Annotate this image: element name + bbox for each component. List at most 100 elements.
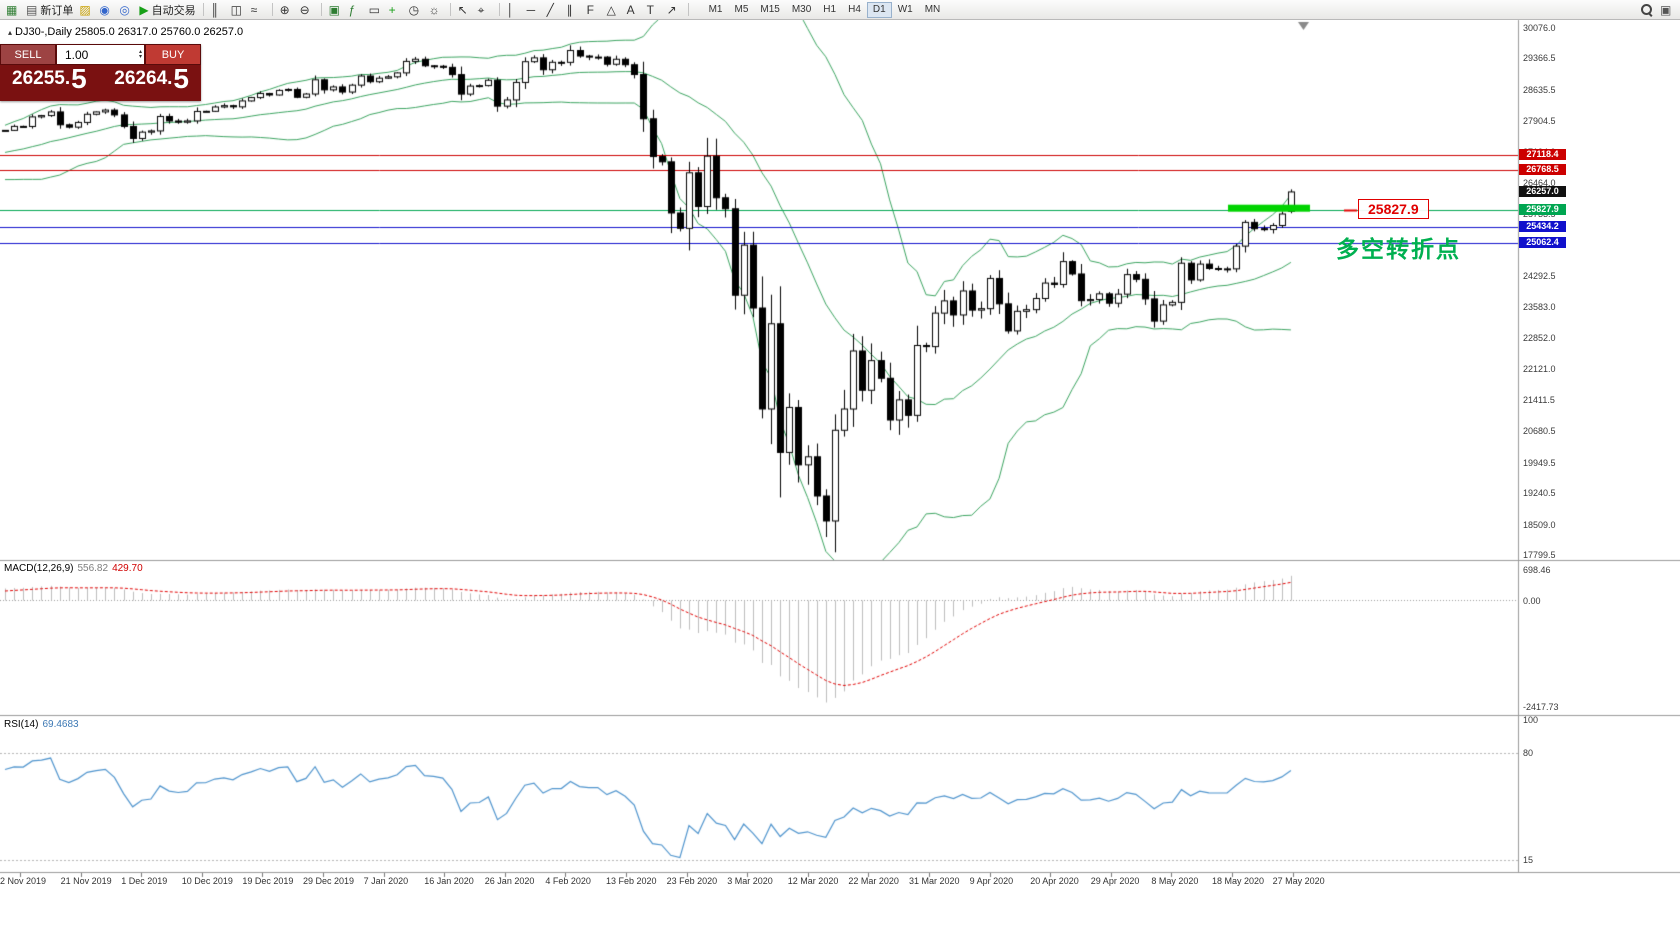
cursor-button[interactable]: ↖ — [455, 1, 475, 19]
candlestick-chart-button[interactable]: ◫ — [228, 1, 248, 19]
timeframe-m1-button[interactable]: M1 — [703, 2, 729, 18]
timeframe-m30-button[interactable]: M30 — [786, 2, 817, 18]
shapes-icon: △ — [606, 2, 616, 17]
timeframe-mn-button[interactable]: MN — [919, 2, 947, 18]
horizontal-line-icon: ─ — [526, 2, 536, 17]
new-order-icon: ▤ — [26, 2, 38, 17]
data-window-icon: ▭ — [368, 2, 380, 17]
autotrading-icon: ▶ — [139, 2, 149, 17]
chart-title-text: DJ30-,Daily 25805.0 26317.0 25760.0 2625… — [15, 26, 244, 38]
volume-spinner[interactable]: ▴ ▾ — [138, 48, 142, 60]
toolbar-separator — [271, 3, 273, 16]
volume-field[interactable]: 1.00 ▴ ▾ — [56, 44, 145, 65]
toolbar-separator — [320, 3, 322, 16]
chart-title: ▴ DJ30-,Daily 25805.0 26317.0 25760.0 262… — [8, 26, 243, 38]
period-clock-icon: ◷ — [408, 2, 420, 17]
text-label-icon: T — [646, 2, 654, 17]
timeframe-h4-button[interactable]: H4 — [842, 2, 867, 18]
trendline-button[interactable]: ╱ — [544, 1, 564, 19]
sell-price-main: 26255. — [12, 68, 71, 89]
zoom-in-button[interactable]: ⊕ — [277, 1, 297, 19]
profile-icon: ◉ — [99, 2, 110, 17]
buy-button[interactable]: BUY — [145, 44, 201, 65]
chart-properties-button[interactable]: ☼ — [426, 1, 446, 19]
fibonacci-icon: F — [586, 2, 594, 17]
sell-price: 26255. 5 — [12, 63, 87, 94]
profile-button[interactable]: ◉ — [96, 1, 116, 19]
add-indicator-button[interactable]: + — [386, 1, 406, 19]
chart-properties-icon: ☼ — [428, 2, 440, 17]
toolbar-separator — [449, 3, 451, 16]
crosshair-icon: ⌖ — [477, 2, 485, 17]
fibonacci-button[interactable]: F — [584, 1, 604, 19]
history-center-button[interactable]: ▨ — [76, 1, 96, 19]
autotrading-button[interactable]: ▶ 自动交易 — [136, 1, 198, 19]
trade-buttons-row: SELL 1.00 ▴ ▾ BUY — [0, 44, 201, 65]
timeframe-m5-button[interactable]: M5 — [728, 2, 754, 18]
chart-windows-button[interactable]: ▣ — [1657, 1, 1677, 19]
zoom-out-icon: ⊖ — [299, 2, 310, 17]
support-price-annotation[interactable]: 25827.9 — [1358, 199, 1429, 219]
text-icon: A — [626, 2, 635, 17]
sell-button[interactable]: SELL — [0, 44, 56, 65]
equidistant-channel-icon: ∥ — [566, 2, 573, 17]
text-label-button[interactable]: T — [644, 1, 664, 19]
toolbar-separator — [498, 3, 500, 16]
zoom-in-icon: ⊕ — [279, 2, 290, 17]
spin-up-icon[interactable]: ▴ — [138, 48, 142, 55]
indicators-icon: ƒ — [348, 2, 356, 17]
toolbar-separator — [202, 3, 204, 16]
autotrading-label: 自动交易 — [151, 4, 196, 17]
turning-point-annotation[interactable]: 多空转折点 — [1336, 236, 1461, 262]
new-order-label: 新订单 — [40, 4, 74, 17]
line-chart-button[interactable]: ≈ — [248, 1, 268, 19]
equidistant-channel-button[interactable]: ∥ — [564, 1, 584, 19]
horizontal-line-button[interactable]: ─ — [524, 1, 544, 19]
one-click-trading-panel: SELL 1.00 ▴ ▾ BUY 26255. 5 26264. 5 — [0, 44, 201, 101]
crosshair-button[interactable]: ⌖ — [475, 1, 495, 19]
new-chart-button[interactable]: ▦ — [3, 1, 23, 19]
text-button[interactable]: A — [624, 1, 644, 19]
zoom-out-button[interactable]: ⊖ — [297, 1, 317, 19]
symbol-marker-icon: ▴ — [8, 28, 13, 37]
new-chart-icon: ▦ — [6, 2, 18, 17]
timeframe-d1-button[interactable]: D1 — [866, 1, 892, 18]
macd-main-value: 556.82 — [77, 563, 109, 574]
info-icon: ◎ — [119, 2, 130, 17]
add-indicator-icon: + — [388, 2, 396, 17]
buy-price-main: 26264. — [114, 68, 173, 89]
arrows-button[interactable]: ↗ — [664, 1, 684, 19]
macd-signal-value: 429.70 — [112, 563, 143, 574]
main-toolbar: ▦ ▤ 新订单 ▨ ◉ ◎ ▶ 自动交易 ║ ◫ ≈ ⊕ ⊖ ▣ ƒ ▭ + ◷ ☼ ↖ ⌖ │ ─ ╱ ∥ F △ A T ↗ M1 M5… — [0, 0, 1680, 20]
support-price-text: 25827.9 — [1368, 201, 1419, 217]
tile-windows-button[interactable]: ▣ — [326, 1, 346, 19]
volume-value[interactable]: 1.00 — [65, 47, 89, 62]
shapes-button[interactable]: △ — [604, 1, 624, 19]
info-button[interactable]: ◎ — [116, 1, 136, 19]
data-window-button[interactable]: ▭ — [366, 1, 386, 19]
timeframe-w1-button[interactable]: W1 — [892, 2, 919, 18]
cursor-icon: ↖ — [457, 2, 468, 17]
candlestick-chart-icon: ◫ — [230, 2, 242, 17]
sell-price-big-digit: 5 — [71, 63, 87, 94]
timeframe-m15-button[interactable]: M15 — [754, 2, 785, 18]
line-chart-icon: ≈ — [250, 2, 258, 17]
spin-down-icon[interactable]: ▾ — [138, 53, 142, 60]
trade-prices-row: 26255. 5 26264. 5 — [0, 65, 201, 94]
period-clock-button[interactable]: ◷ — [406, 1, 426, 19]
vertical-line-icon: │ — [506, 2, 515, 17]
toolbar-right-group: ▣ — [1637, 0, 1677, 19]
macd-label: MACD(12,26,9) 556.82 429.70 — [4, 563, 143, 574]
vertical-line-button[interactable]: │ — [504, 1, 524, 19]
trendline-icon: ╱ — [546, 2, 554, 17]
bar-chart-button[interactable]: ║ — [208, 1, 228, 19]
new-order-button[interactable]: ▤ 新订单 — [23, 1, 76, 19]
toolbar-separator — [687, 3, 689, 16]
timeframe-h1-button[interactable]: H1 — [817, 2, 842, 18]
search-button[interactable] — [1637, 1, 1657, 19]
indicators-button[interactable]: ƒ — [346, 1, 366, 19]
rsi-name: RSI(14) — [4, 719, 39, 730]
buy-price: 26264. 5 — [114, 65, 189, 93]
